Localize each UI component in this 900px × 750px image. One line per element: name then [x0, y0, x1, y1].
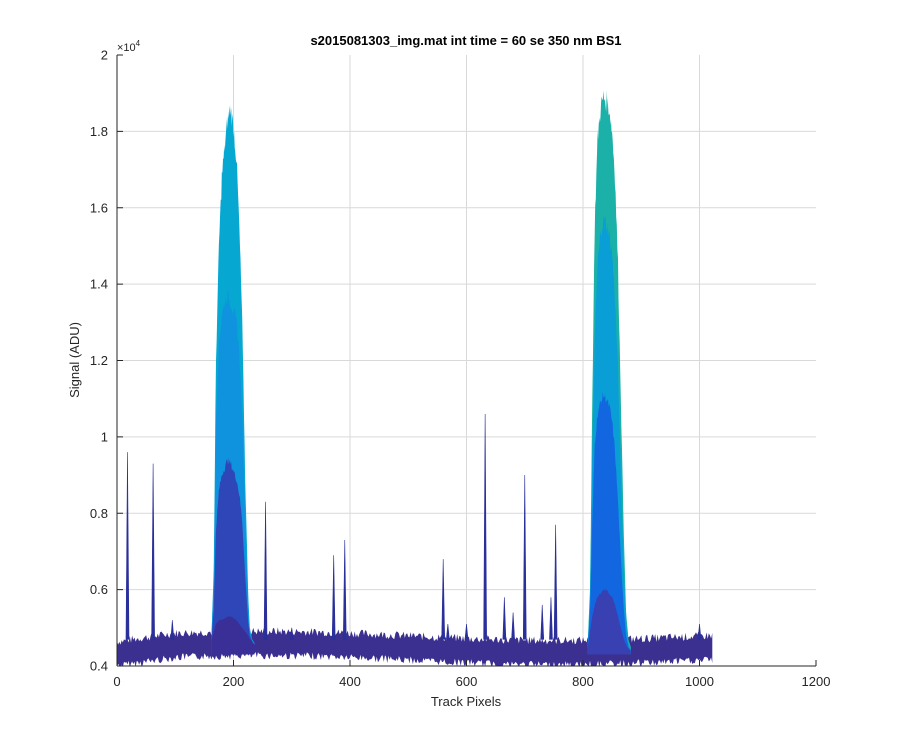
signal-spike [151, 463, 155, 640]
y-tick-label: 0.6 [90, 582, 108, 597]
signal-spike [342, 539, 347, 640]
signal-spike [289, 627, 294, 640]
signal-spike [502, 597, 507, 640]
y-axis-exponent-base: ×10 [117, 42, 136, 54]
signal-spike [522, 475, 527, 640]
ticks: 0 200 400 600 800 1000 1200 0.4 0.6 0.8 1 1.2 1.4 1.6… [90, 48, 831, 690]
signal-spike [549, 597, 553, 640]
y-tick-label: 1.4 [90, 277, 108, 292]
signal-spike [331, 555, 336, 640]
x-tick-label: 200 [223, 674, 245, 689]
y-tick-label: 1.8 [90, 124, 108, 139]
signal-spike [464, 623, 469, 640]
y-tick-label: 0.4 [90, 659, 108, 674]
peak-2-layer [587, 588, 631, 655]
peak-1-layer [211, 616, 255, 655]
y-tick-label: 0.8 [90, 506, 108, 521]
signal-spike [540, 604, 545, 640]
y-axis-exponent: ×104 [117, 39, 141, 54]
x-tick-label: 1000 [685, 674, 714, 689]
y-tick-label: 1.6 [90, 200, 108, 215]
y-tick-label: 1 [101, 429, 108, 444]
y-axis-exponent-power: 4 [136, 39, 141, 48]
y-tick-label: 2 [101, 48, 108, 63]
plot-area [117, 90, 713, 666]
x-tick-label: 800 [572, 674, 594, 689]
chart-title: s2015081303_img.mat int time = 60 se 350… [310, 33, 621, 48]
signal-spike [446, 623, 450, 640]
x-tick-label: 600 [456, 674, 478, 689]
x-tick-label: 0 [113, 674, 120, 689]
signal-spike [511, 612, 515, 640]
y-tick-label: 1.2 [90, 353, 108, 368]
signal-spike [263, 501, 268, 640]
signal-spike [125, 452, 130, 640]
x-axis-label: Track Pixels [431, 694, 502, 709]
signal-spike [553, 524, 558, 640]
signal-spike [697, 623, 702, 640]
x-tick-label: 400 [339, 674, 361, 689]
signal-spike [441, 559, 446, 640]
peak-1-layer [211, 457, 255, 655]
y-axis-label: Signal (ADU) [67, 322, 82, 398]
signal-spike [483, 413, 487, 640]
signal-spike [170, 620, 175, 640]
x-tick-label: 1200 [802, 674, 831, 689]
peak-2-layer [587, 391, 631, 655]
